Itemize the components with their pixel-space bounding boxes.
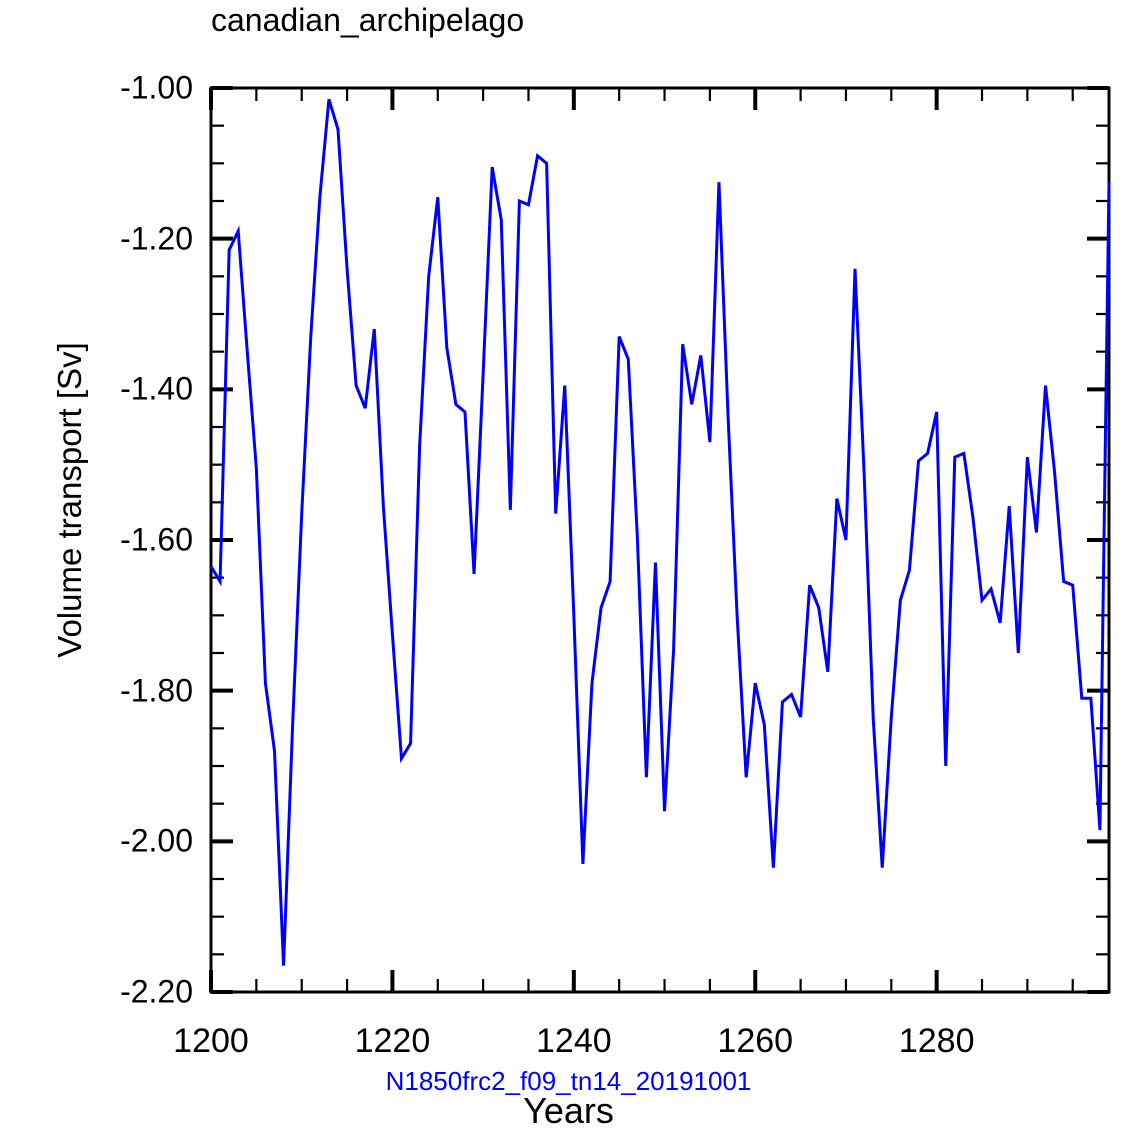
y-tick-label: -1.60 <box>120 521 193 558</box>
chart-title: canadian_archipelago <box>211 2 525 38</box>
x-tick-label: 1280 <box>898 1022 975 1060</box>
y-tick-label: -1.00 <box>120 69 193 106</box>
y-tick-label: -2.00 <box>120 822 193 859</box>
x-tick-label: 1220 <box>354 1022 431 1060</box>
y-tick-label: -1.80 <box>120 672 193 709</box>
y-tick-label: -1.20 <box>120 220 193 257</box>
axis-ticks <box>209 86 1109 994</box>
data-line-series-1 <box>209 98 1111 966</box>
x-tick-label: 1240 <box>536 1022 612 1060</box>
y-tick-label: -2.20 <box>120 973 193 1010</box>
legend-label: N1850frc2_f09_tn14_20191001 <box>385 1066 752 1096</box>
x-axis-label: Years <box>523 1090 614 1131</box>
x-tick-label: 1200 <box>173 1022 249 1060</box>
y-tick-label: -1.40 <box>120 370 193 407</box>
x-tick-label: 1260 <box>717 1022 794 1060</box>
